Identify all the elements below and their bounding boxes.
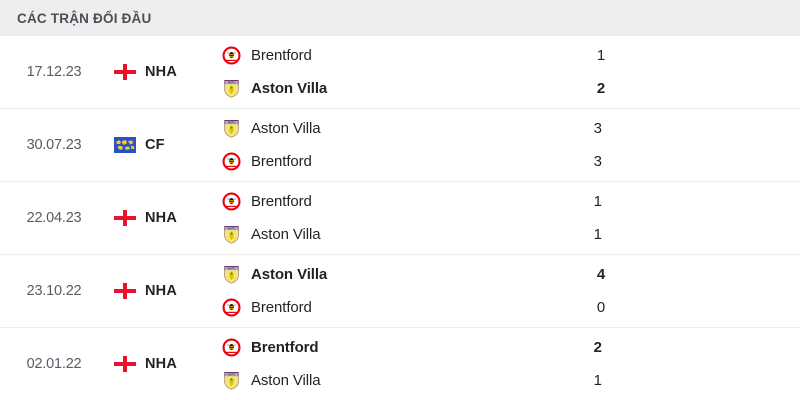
home-team-line[interactable]: Brentford [222,337,463,359]
match-date: 17.12.23 [26,64,82,80]
match-date: 30.07.23 [26,137,82,153]
away-team-name: Aston Villa [251,226,321,243]
competition-cell: NHA [108,210,218,226]
competition-cell: NHA [108,283,218,299]
brentford-badge-icon [222,192,241,211]
svg-text:AVFC: AVFC [227,226,236,230]
competition-cell: CF [108,137,218,153]
away-team-line[interactable]: AVFC Aston Villa [222,370,463,392]
brentford-badge-icon [222,46,241,65]
away-team-line[interactable]: AVFC Aston Villa [222,78,466,100]
teams-cell: Brentford AVFC Aston Villa [218,337,463,392]
competition-label: NHA [145,64,178,80]
home-score: 1 [593,192,602,210]
aston-villa-badge-icon: AVFC [224,120,239,138]
home-team-name: Brentford [251,193,312,210]
home-team-name: Aston Villa [251,266,328,283]
home-team-line[interactable]: Brentford [222,191,463,213]
away-team-name: Aston Villa [251,372,321,389]
brentford-badge-icon [222,152,241,171]
match-date: 02.01.22 [26,356,82,372]
home-team-line[interactable]: AVFC Aston Villa [222,264,466,286]
match-row[interactable]: 30.07.23 CF AVFC Aston Villa Brentford 3 3 [0,109,800,182]
away-score: 0 [596,298,606,316]
away-team-line[interactable]: Brentford [222,297,466,319]
world-flag-icon [114,137,136,153]
home-score: 1 [596,46,606,64]
home-team-line[interactable]: AVFC Aston Villa [222,118,463,140]
svg-text:AVFC: AVFC [227,266,236,270]
match-date: 22.04.23 [26,210,82,226]
page-title: CÁC TRẬN ĐỐI ĐẦU [17,10,152,26]
match-list: 17.12.23 NHA Brentford AVFC Aston Villa 1 2 30.… [0,36,800,400]
teams-cell: AVFC Aston Villa Brentford [218,118,463,173]
match-row[interactable]: 23.10.22 NHA AVFC Aston Villa Brentford 4 0 [0,255,800,328]
home-team-name: Aston Villa [251,120,321,137]
england-flag-icon [114,210,136,226]
aston-villa-badge-icon: AVFC [224,80,239,98]
match-row[interactable]: 22.04.23 NHA Brentford AVFC Aston Villa 1 1 [0,182,800,255]
competition-cell: NHA [108,356,218,372]
competition-label: NHA [145,210,178,226]
teams-cell: Brentford AVFC Aston Villa [218,191,463,246]
home-score: 4 [596,265,606,283]
away-team-line[interactable]: AVFC Aston Villa [222,224,463,246]
away-team-line[interactable]: Brentford [222,151,463,173]
svg-text:AVFC: AVFC [227,80,236,84]
away-team-name: Brentford [251,299,312,316]
away-score: 2 [596,79,606,97]
match-row[interactable]: 02.01.22 NHA Brentford AVFC Aston Villa 2 1 [0,328,800,400]
teams-cell: AVFC Aston Villa Brentford [218,264,466,319]
away-score: 1 [593,225,602,243]
competition-label: CF [145,137,165,153]
aston-villa-badge-icon: AVFC [224,266,239,284]
aston-villa-badge-icon: AVFC [224,226,239,244]
home-score: 3 [593,119,602,137]
teams-cell: Brentford AVFC Aston Villa [218,45,466,100]
match-row[interactable]: 17.12.23 NHA Brentford AVFC Aston Villa 1 2 [0,36,800,109]
svg-text:AVFC: AVFC [227,372,236,376]
competition-label: NHA [145,283,178,299]
brentford-badge-icon [222,298,241,317]
away-team-name: Aston Villa [251,80,328,97]
brentford-badge-icon [222,338,241,357]
away-score: 3 [593,152,602,170]
svg-text:AVFC: AVFC [227,120,236,124]
england-flag-icon [114,356,136,372]
away-team-name: Brentford [251,153,312,170]
home-score: 2 [593,338,602,356]
panel-header: CÁC TRẬN ĐỐI ĐẦU [0,0,800,36]
home-team-name: Brentford [251,339,319,356]
away-score: 1 [593,371,602,389]
competition-label: NHA [145,356,178,372]
england-flag-icon [114,64,136,80]
home-team-name: Brentford [251,47,312,64]
competition-cell: NHA [108,64,218,80]
aston-villa-badge-icon: AVFC [224,372,239,390]
match-date: 23.10.22 [26,283,82,299]
england-flag-icon [114,283,136,299]
home-team-line[interactable]: Brentford [222,45,466,67]
